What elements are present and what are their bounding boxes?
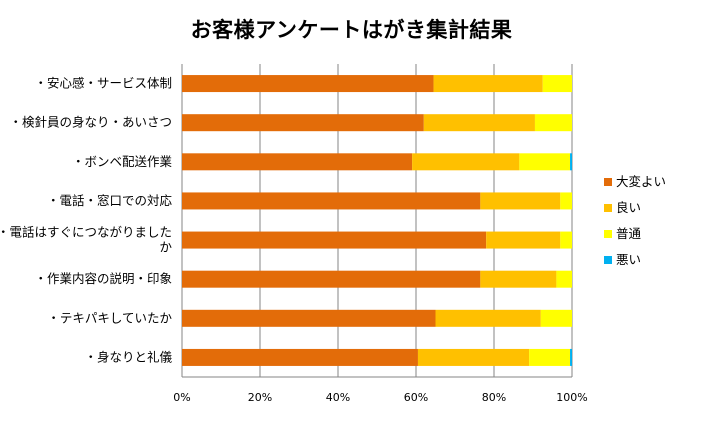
category-label: ・検針員の身なり・あいさつ: [9, 115, 172, 130]
bar-segment: [182, 231, 487, 249]
category-label-line: ・ボンベ配送作業: [72, 154, 173, 169]
bar-segment: [435, 309, 541, 327]
legend-label: 普通: [616, 226, 642, 241]
bar-segment: [480, 270, 557, 288]
bar-segment: [534, 114, 572, 132]
bar-segment: [529, 348, 571, 366]
bar-segment: [560, 231, 572, 249]
bar-segment: [182, 348, 418, 366]
x-tick-label: 60%: [404, 391, 428, 404]
category-label-line: ・テキパキしていたか: [47, 310, 172, 325]
legend-label: 悪い: [616, 252, 641, 267]
category-label-line: ・電話はすぐにつながりました: [0, 225, 172, 240]
category-label-line: ・身なりと礼儀: [84, 349, 172, 364]
category-label-line: ・安心感・サービス体制: [34, 76, 172, 91]
x-tick-label: 40%: [326, 391, 350, 404]
category-label: ・安心感・サービス体制: [34, 76, 172, 91]
bar-segment: [556, 270, 572, 288]
category-label-line: ・電話・窓口での対応: [47, 193, 173, 208]
legend-label: 良い: [616, 200, 641, 215]
bar-segment: [182, 153, 413, 171]
legend-swatch: [604, 178, 612, 186]
bar-segment: [560, 192, 572, 210]
bar-segment: [417, 348, 530, 366]
x-tick-label: 100%: [556, 391, 587, 404]
category-label: ・身なりと礼儀: [84, 349, 172, 364]
category-label: ・作業内容の説明・印象: [34, 271, 172, 286]
category-label: ・電話・窓口での対応: [47, 193, 173, 208]
bar-segment: [182, 309, 436, 327]
category-label: ・電話はすぐにつながりましたか: [0, 225, 172, 255]
category-label-line: ・作業内容の説明・印象: [34, 271, 172, 286]
bar-segment: [486, 231, 561, 249]
bar-segment: [182, 114, 424, 132]
x-tick-label: 80%: [482, 391, 506, 404]
bar-segment: [412, 153, 520, 171]
bar-segment: [519, 153, 571, 171]
bar-segment: [182, 75, 434, 93]
bar-segment: [423, 114, 535, 132]
category-label: ・ボンベ配送作業: [72, 154, 173, 169]
legend-swatch: [604, 204, 612, 212]
bar-segment: [433, 75, 543, 93]
bar-segment: [540, 309, 572, 327]
bar-segment: [570, 153, 572, 171]
bar-segment: [542, 75, 572, 93]
legend-swatch: [604, 256, 612, 264]
x-tick-label: 20%: [248, 391, 272, 404]
bar-segment: [570, 348, 572, 366]
bar-segment: [480, 192, 561, 210]
legend-swatch: [604, 230, 612, 238]
category-label: ・テキパキしていたか: [47, 310, 172, 325]
category-label-line: ・検針員の身なり・あいさつ: [9, 115, 172, 130]
legend-label: 大変よい: [616, 174, 666, 189]
chart-title: お客様アンケートはがき集計結果: [190, 18, 513, 42]
bar-segment: [182, 270, 481, 288]
x-tick-label: 0%: [173, 391, 190, 404]
bar-segment: [182, 192, 481, 210]
category-label-line: か: [159, 240, 172, 255]
